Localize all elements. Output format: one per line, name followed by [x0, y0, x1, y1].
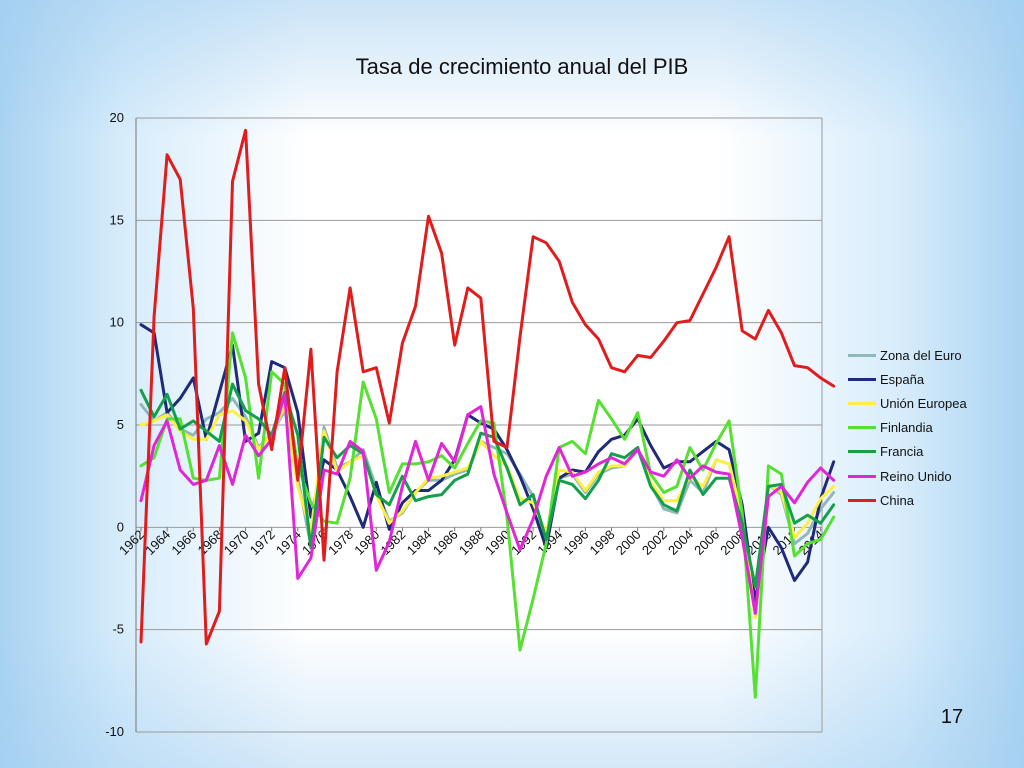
- y-tick-label: 15: [110, 212, 124, 227]
- y-tick-label: 0: [117, 519, 124, 534]
- slide-number: 17: [940, 706, 964, 728]
- x-tick-label: 1984: [404, 527, 435, 558]
- y-tick-label: 10: [110, 315, 124, 330]
- legend-item: Francia: [848, 440, 998, 464]
- legend-swatch: [848, 498, 876, 502]
- x-tick-label: 2004: [665, 527, 696, 558]
- y-tick-label: 20: [110, 110, 124, 125]
- x-tick-label: 1966: [168, 527, 199, 558]
- legend-item: España: [848, 367, 998, 391]
- x-tick-label: 2006: [691, 527, 722, 558]
- x-tick-label: 2002: [639, 527, 670, 558]
- x-tick-label: 2000: [613, 527, 644, 558]
- x-tick-label: 1980: [351, 527, 382, 558]
- legend-swatch: [848, 377, 876, 381]
- legend-swatch: [848, 401, 876, 405]
- legend-swatch: [848, 450, 876, 454]
- y-tick-label: -10: [105, 724, 124, 739]
- y-tick-label: 5: [117, 417, 124, 432]
- legend-item: Reino Unido: [848, 464, 998, 488]
- x-tick-label: 1996: [560, 527, 591, 558]
- series-line-finlandia: [139, 331, 836, 699]
- y-tick-label: -5: [112, 622, 124, 637]
- legend-swatch: [848, 474, 876, 478]
- legend-label: China: [880, 492, 914, 508]
- legend-item: Zona del Euro: [848, 343, 998, 367]
- x-tick-label: 1974: [273, 527, 304, 558]
- x-tick-label: 1998: [587, 527, 618, 558]
- legend-item: China: [848, 488, 998, 512]
- series-line-reino-unido: [139, 392, 836, 615]
- legend-label: España: [880, 371, 925, 387]
- series-line-unión-europea: [139, 405, 836, 619]
- chart-legend: Zona del Euro España Unión Europea Finlandi…: [848, 343, 998, 512]
- series-line-españa: [139, 323, 836, 603]
- series-line-china: [139, 128, 836, 646]
- x-tick-label: 1988: [456, 527, 487, 558]
- gridlines: [136, 117, 823, 733]
- legend-item: Unión Europea: [848, 391, 998, 415]
- x-tick-label: 1970: [221, 527, 252, 558]
- legend-swatch: [848, 353, 876, 357]
- x-tick-label: 1986: [430, 527, 461, 558]
- legend-swatch: [848, 426, 876, 430]
- chart-title: Tasa de crecimiento anual del PIB: [355, 54, 689, 79]
- legend-label: Unión Europea: [880, 395, 967, 411]
- y-axis: 20 15 10 5 0 -5 -10: [105, 110, 137, 739]
- x-tick-label: 1978: [325, 527, 356, 558]
- x-tick-label: 1972: [247, 527, 278, 558]
- legend-label: Zona del Euro: [880, 347, 962, 363]
- legend-label: Francia: [880, 444, 924, 460]
- series-lines: [139, 128, 836, 699]
- legend-item: Finlandia: [848, 416, 998, 440]
- legend-label: Finlandia: [880, 420, 933, 436]
- legend-label: Reino Unido: [880, 468, 952, 484]
